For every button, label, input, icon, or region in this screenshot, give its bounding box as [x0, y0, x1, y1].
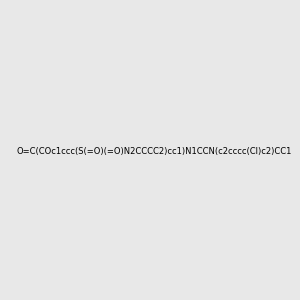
Text: O=C(COc1ccc(S(=O)(=O)N2CCCC2)cc1)N1CCN(c2cccc(Cl)c2)CC1: O=C(COc1ccc(S(=O)(=O)N2CCCC2)cc1)N1CCN(c…	[16, 147, 291, 156]
